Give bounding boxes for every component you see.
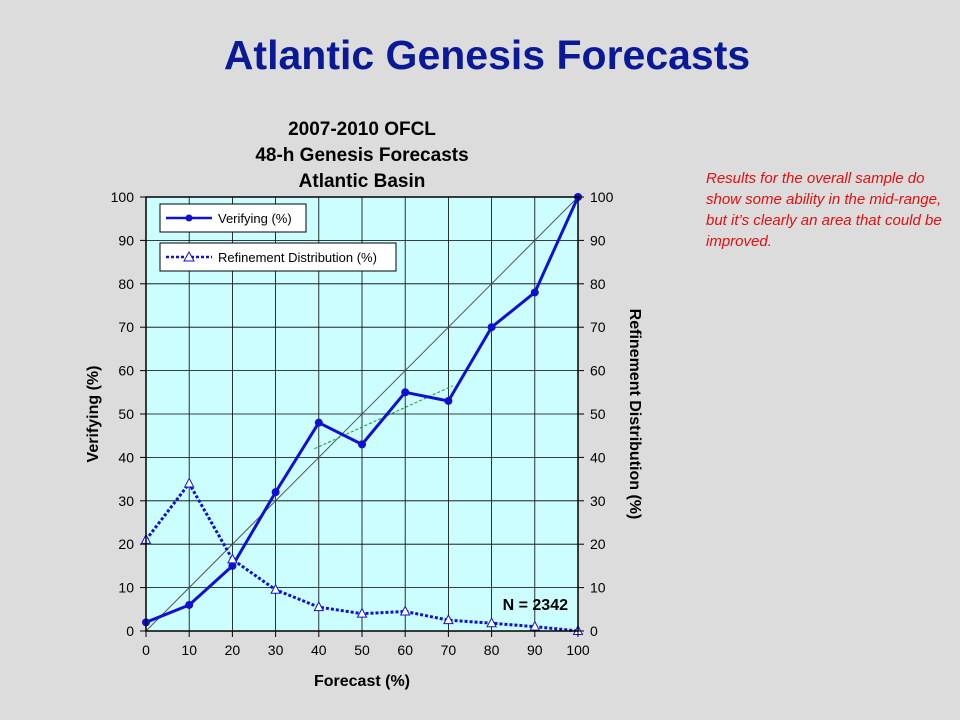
legend-label-verifying: Verifying (%) bbox=[218, 211, 292, 226]
y-tick-label: 90 bbox=[118, 232, 134, 248]
x-axis-label: Forecast (%) bbox=[314, 673, 410, 690]
y2-tick-label: 70 bbox=[590, 319, 606, 335]
x-tick-label: 70 bbox=[441, 642, 457, 658]
y-tick-label: 20 bbox=[118, 536, 134, 552]
data-point-verifying bbox=[314, 418, 323, 427]
legend-marker-verifying bbox=[185, 214, 193, 222]
data-point-refinement bbox=[443, 614, 454, 625]
chart-title-line-2: 48-h Genesis Forecasts bbox=[255, 145, 468, 166]
data-point-verifying bbox=[271, 488, 280, 497]
y-tick-label: 30 bbox=[118, 493, 134, 509]
x-tick-label: 100 bbox=[566, 642, 590, 658]
y2-tick-label: 20 bbox=[590, 536, 606, 552]
data-point-refinement bbox=[399, 605, 411, 616]
annotation-note: Results for the overall sample do show s… bbox=[706, 170, 942, 250]
x-tick-label: 50 bbox=[354, 642, 370, 658]
x-tick-label: 40 bbox=[311, 642, 327, 658]
y-tick-label: 0 bbox=[126, 623, 134, 639]
y2-axis-label: Refinement Distribution (%) bbox=[626, 309, 643, 520]
slide-title: Atlantic Genesis Forecasts bbox=[223, 32, 751, 78]
data-point-refinement bbox=[356, 607, 368, 618]
data-point-verifying bbox=[228, 561, 237, 570]
legend: Verifying (%) Refinement Distribution (%… bbox=[159, 203, 397, 272]
data-point-refinement bbox=[486, 617, 497, 628]
legend-marker-refinement bbox=[183, 250, 195, 262]
y2-tick-label: 30 bbox=[590, 493, 606, 509]
y-tick-label: 100 bbox=[111, 189, 135, 205]
legend-box-refinement bbox=[159, 242, 397, 272]
data-point-verifying bbox=[530, 288, 539, 297]
y-tick-label: 40 bbox=[118, 449, 134, 465]
data-point-verifying bbox=[444, 396, 453, 405]
y2-tick-label: 10 bbox=[590, 580, 606, 596]
x-tick-label: 80 bbox=[484, 642, 500, 658]
y-tick-label: 10 bbox=[118, 580, 134, 596]
y2-tick-label: 90 bbox=[590, 232, 606, 248]
data-point-refinement bbox=[183, 477, 195, 488]
y-tick-label: 70 bbox=[118, 319, 134, 335]
data-point-refinement bbox=[313, 601, 325, 612]
y2-tick-label: 40 bbox=[590, 449, 606, 465]
y2-tick-label: 100 bbox=[590, 189, 614, 205]
y-tick-label: 60 bbox=[118, 363, 134, 379]
x-tick-label: 20 bbox=[225, 642, 241, 658]
data-point-refinement bbox=[529, 620, 541, 631]
y2-tick-label: 80 bbox=[590, 276, 606, 292]
x-tick-label: 60 bbox=[397, 642, 413, 658]
data-point-refinement bbox=[270, 583, 281, 594]
sample-size-annotation: N = 2342 bbox=[503, 597, 568, 614]
chart-title-line-3: Atlantic Basin bbox=[299, 171, 426, 192]
y-tick-label: 80 bbox=[118, 276, 134, 292]
x-tick-label: 30 bbox=[268, 642, 284, 658]
data-point-verifying bbox=[185, 600, 194, 609]
chart-title-line-1: 2007-2010 OFCL bbox=[288, 119, 436, 140]
y-axis-label: Verifying (%) bbox=[85, 366, 102, 463]
legend-label-refinement: Refinement Distribution (%) bbox=[218, 250, 377, 265]
y2-tick-label: 50 bbox=[590, 406, 606, 422]
data-point-refinement bbox=[227, 553, 238, 564]
data-point-verifying bbox=[401, 388, 410, 397]
x-tick-label: 10 bbox=[181, 642, 197, 658]
x-tick-label: 0 bbox=[142, 642, 150, 658]
y2-tick-label: 0 bbox=[590, 623, 598, 639]
x-tick-label: 90 bbox=[527, 642, 543, 658]
reference-line bbox=[145, 196, 579, 632]
y2-tick-label: 60 bbox=[590, 363, 606, 379]
data-point-verifying bbox=[487, 323, 496, 332]
data-point-verifying bbox=[358, 440, 366, 449]
y-tick-label: 50 bbox=[118, 406, 134, 422]
